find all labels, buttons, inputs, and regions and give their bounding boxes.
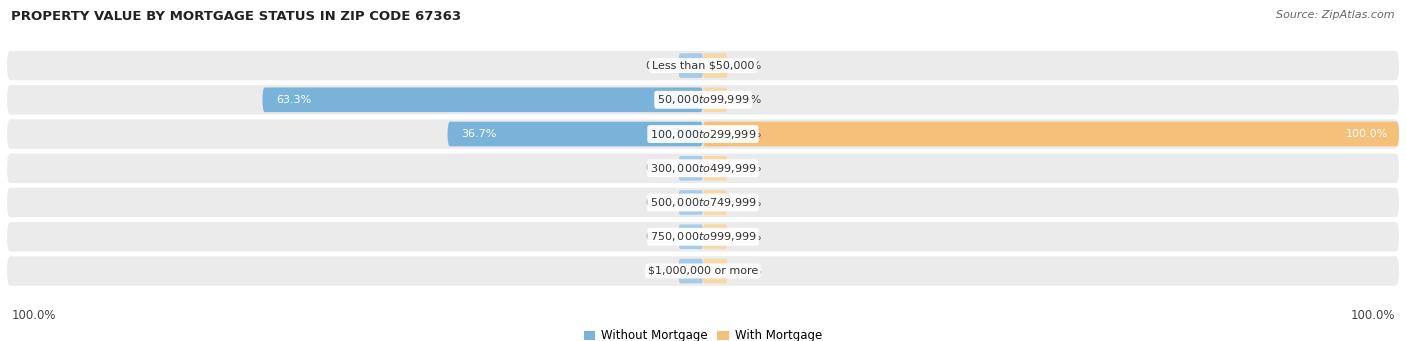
- Text: 0.0%: 0.0%: [645, 163, 673, 173]
- FancyBboxPatch shape: [7, 153, 1399, 183]
- Text: 36.7%: 36.7%: [461, 129, 496, 139]
- FancyBboxPatch shape: [7, 85, 1399, 115]
- FancyBboxPatch shape: [7, 51, 1399, 80]
- FancyBboxPatch shape: [703, 190, 727, 215]
- Text: 0.0%: 0.0%: [733, 163, 761, 173]
- Text: 0.0%: 0.0%: [645, 197, 673, 208]
- Text: 100.0%: 100.0%: [1347, 129, 1389, 139]
- Text: 0.0%: 0.0%: [733, 61, 761, 71]
- Text: Source: ZipAtlas.com: Source: ZipAtlas.com: [1277, 10, 1395, 20]
- FancyBboxPatch shape: [703, 53, 727, 78]
- Text: 0.0%: 0.0%: [733, 266, 761, 276]
- FancyBboxPatch shape: [679, 224, 703, 249]
- Text: 0.0%: 0.0%: [733, 129, 761, 139]
- Text: $1,000,000 or more: $1,000,000 or more: [648, 266, 758, 276]
- Text: 0.0%: 0.0%: [645, 266, 673, 276]
- Legend: Without Mortgage, With Mortgage: Without Mortgage, With Mortgage: [579, 325, 827, 341]
- FancyBboxPatch shape: [679, 190, 703, 215]
- FancyBboxPatch shape: [263, 88, 703, 112]
- FancyBboxPatch shape: [7, 256, 1399, 286]
- Text: $50,000 to $99,999: $50,000 to $99,999: [657, 93, 749, 106]
- FancyBboxPatch shape: [703, 122, 727, 146]
- FancyBboxPatch shape: [7, 188, 1399, 217]
- Text: 63.3%: 63.3%: [277, 95, 312, 105]
- FancyBboxPatch shape: [679, 156, 703, 181]
- Text: $500,000 to $749,999: $500,000 to $749,999: [650, 196, 756, 209]
- Text: 0.0%: 0.0%: [645, 61, 673, 71]
- Text: $750,000 to $999,999: $750,000 to $999,999: [650, 230, 756, 243]
- Text: 100.0%: 100.0%: [11, 309, 56, 322]
- FancyBboxPatch shape: [679, 259, 703, 283]
- Text: 0.0%: 0.0%: [733, 95, 761, 105]
- Text: PROPERTY VALUE BY MORTGAGE STATUS IN ZIP CODE 67363: PROPERTY VALUE BY MORTGAGE STATUS IN ZIP…: [11, 10, 461, 23]
- FancyBboxPatch shape: [7, 119, 1399, 149]
- Text: 0.0%: 0.0%: [733, 232, 761, 242]
- FancyBboxPatch shape: [703, 224, 727, 249]
- FancyBboxPatch shape: [703, 88, 727, 112]
- Text: $300,000 to $499,999: $300,000 to $499,999: [650, 162, 756, 175]
- Text: 0.0%: 0.0%: [645, 232, 673, 242]
- FancyBboxPatch shape: [703, 122, 1399, 146]
- Text: 0.0%: 0.0%: [733, 197, 761, 208]
- FancyBboxPatch shape: [679, 53, 703, 78]
- Text: Less than $50,000: Less than $50,000: [652, 61, 754, 71]
- FancyBboxPatch shape: [447, 122, 703, 146]
- FancyBboxPatch shape: [703, 156, 727, 181]
- Text: $100,000 to $299,999: $100,000 to $299,999: [650, 128, 756, 140]
- FancyBboxPatch shape: [7, 222, 1399, 251]
- Text: 100.0%: 100.0%: [1350, 309, 1395, 322]
- FancyBboxPatch shape: [703, 259, 727, 283]
